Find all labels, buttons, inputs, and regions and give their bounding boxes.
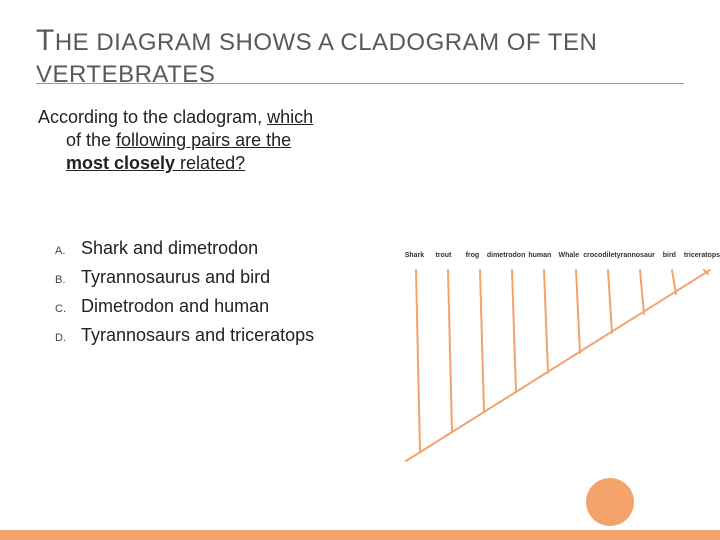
option-b: B. Tyrannosaurus and bird	[55, 267, 314, 288]
taxon-label: crocodile	[583, 252, 614, 259]
slide-title: THE DIAGRAM SHOWS A CLADOGRAM OF TEN VER…	[36, 22, 684, 90]
option-text: Tyrannosaurus and bird	[81, 267, 270, 288]
taxon-label: Whale	[554, 252, 583, 259]
option-letter: C.	[55, 303, 81, 315]
option-a: A. Shark and dimetrodon	[55, 238, 314, 259]
option-d: D. Tyrannosaurs and triceratops	[55, 325, 314, 346]
answer-options: A. Shark and dimetrodon B. Tyrannosaurus…	[55, 238, 314, 354]
cladogram-diagram: Shark trout frog dimetrodon human Whale …	[400, 252, 720, 472]
option-text: Shark and dimetrodon	[81, 238, 258, 259]
taxa-labels: Shark trout frog dimetrodon human Whale …	[400, 252, 720, 259]
accent-circle-icon	[586, 478, 634, 526]
title-underline	[36, 83, 684, 84]
taxon-label: dimetrodon	[487, 252, 526, 259]
cladogram-svg	[400, 266, 720, 472]
option-text: Tyrannosaurs and triceratops	[81, 325, 314, 346]
option-letter: D.	[55, 332, 81, 344]
option-letter: B.	[55, 274, 81, 286]
taxon-label: human	[525, 252, 554, 259]
bottom-accent-bar	[0, 530, 720, 540]
option-text: Dimetrodon and human	[81, 296, 269, 317]
taxon-label: triceratops	[684, 252, 720, 259]
option-letter: A.	[55, 245, 81, 257]
question-text: According to the cladogram, which of the…	[38, 106, 398, 175]
option-c: C. Dimetrodon and human	[55, 296, 314, 317]
taxon-label: frog	[458, 252, 487, 259]
taxon-label: Shark	[400, 252, 429, 259]
taxon-label: bird	[655, 252, 684, 259]
taxon-label: tyrannosaur	[614, 252, 654, 259]
taxon-label: trout	[429, 252, 458, 259]
